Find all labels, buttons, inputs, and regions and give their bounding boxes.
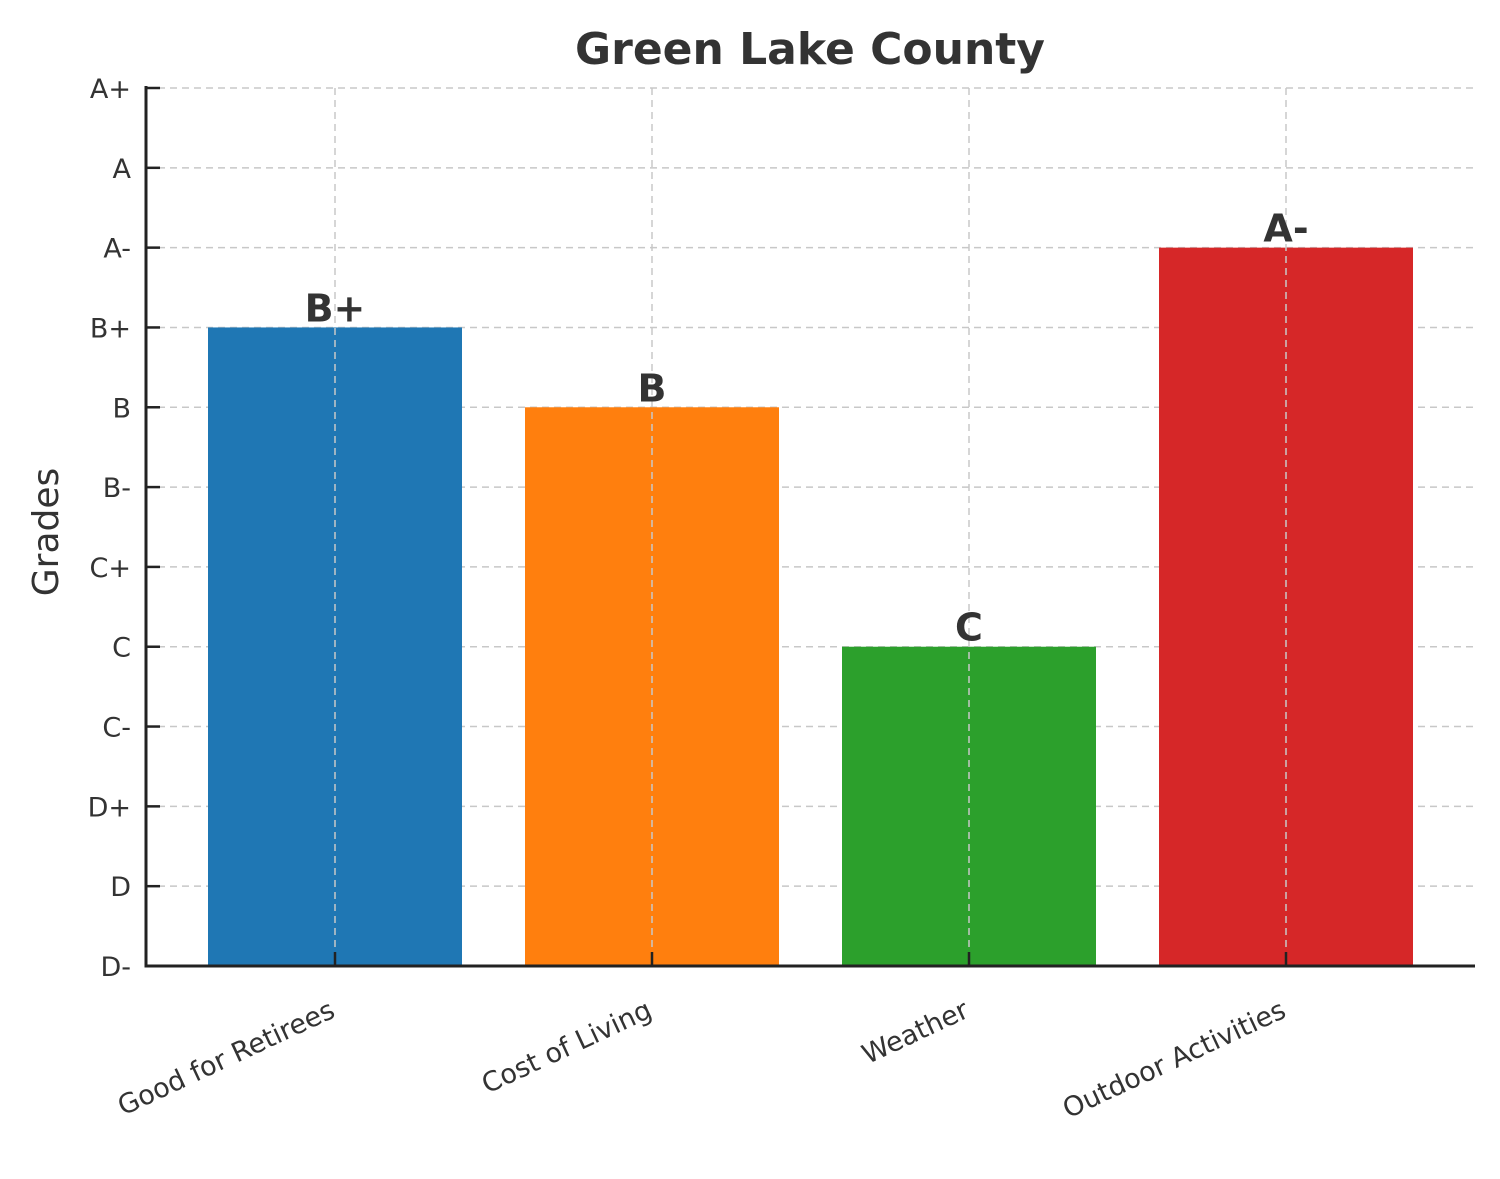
x-tick-label: Outdoor Activities xyxy=(1058,995,1290,1125)
data-label: A- xyxy=(1263,207,1308,251)
y-ticks-layer: D- D D+ C- C C+ B- B B+ A- A A+ xyxy=(88,74,160,983)
y-axis-label: Grades xyxy=(26,468,67,597)
x-tick-label: Weather xyxy=(857,994,974,1071)
data-label: B+ xyxy=(305,286,366,330)
x-tick-label: Good for Retirees xyxy=(113,995,339,1123)
data-label: B xyxy=(638,366,667,410)
y-tick-label: D- xyxy=(100,952,131,983)
x-tick-label: Cost of Living xyxy=(477,995,656,1101)
y-tick-label: B xyxy=(112,393,131,424)
y-tick-label: C- xyxy=(102,713,131,744)
chart-title: Green Lake County xyxy=(575,24,1045,75)
y-tick-label: B+ xyxy=(90,313,131,344)
bars-layer xyxy=(208,247,1413,967)
y-tick-label: A xyxy=(113,154,132,185)
vertical-grid-layer xyxy=(334,88,1287,966)
data-label: C xyxy=(955,606,983,650)
y-tick-label: C+ xyxy=(90,553,131,584)
y-tick-label: D+ xyxy=(88,792,131,823)
y-tick-label: B- xyxy=(103,473,131,504)
axes-layer xyxy=(144,86,1475,968)
x-ticks-layer: Good for Retirees Cost of Living Weather Ou… xyxy=(113,952,1291,1125)
data-labels-layer: B+ B C A- xyxy=(305,207,1309,650)
y-tick-label: A+ xyxy=(90,74,131,105)
y-tick-label: C xyxy=(112,633,131,664)
y-tick-label: A- xyxy=(103,234,131,265)
bar xyxy=(842,646,1096,966)
y-tick-label: D xyxy=(110,872,131,903)
